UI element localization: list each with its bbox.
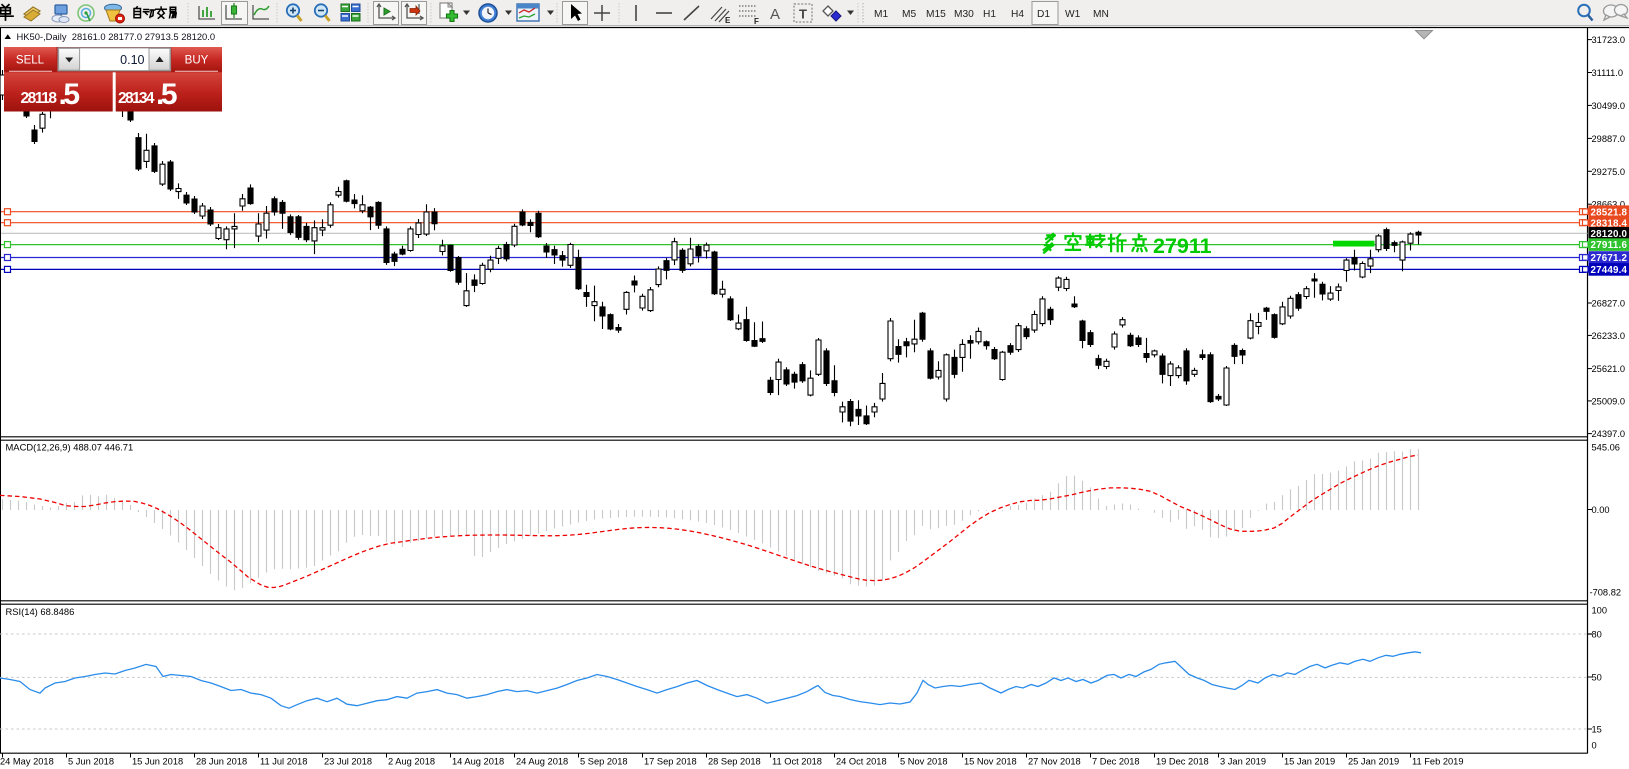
svg-text:MACD(12,26,9) 488.07 446.71: MACD(12,26,9) 488.07 446.71 (6, 442, 134, 453)
svg-text:19 Dec 2018: 19 Dec 2018 (1156, 757, 1209, 767)
svg-text:25621.0: 25621.0 (1592, 364, 1626, 374)
svg-text:27671.2: 27671.2 (1591, 253, 1628, 264)
svg-text:27 Nov 2018: 27 Nov 2018 (1028, 757, 1081, 767)
svg-text:0.10: 0.10 (120, 53, 144, 67)
svg-text:HK50-,Daily 28161.0 28177.0 2: HK50-,Daily 28161.0 28177.0 27913.5 2812… (17, 31, 216, 42)
svg-text:H1: H1 (983, 9, 996, 20)
svg-text:11 Feb 2019: 11 Feb 2019 (1412, 757, 1464, 767)
svg-text:28134: 28134 (118, 90, 155, 107)
svg-text:27911: 27911 (1153, 234, 1212, 258)
svg-text:28521.8: 28521.8 (1591, 207, 1628, 218)
svg-text:31723.0: 31723.0 (1592, 35, 1626, 45)
svg-text:31111.0: 31111.0 (1592, 68, 1624, 78)
svg-text:0: 0 (1592, 741, 1597, 751)
svg-text:28120.0: 28120.0 (1591, 229, 1628, 240)
svg-text:A: A (770, 6, 780, 23)
svg-text:15 Jun 2018: 15 Jun 2018 (132, 757, 183, 767)
svg-text:0.00: 0.00 (1592, 505, 1610, 515)
svg-text:26233.0: 26233.0 (1592, 331, 1626, 341)
svg-text:28318.4: 28318.4 (1591, 218, 1628, 229)
svg-text:545.06: 545.06 (1592, 443, 1620, 453)
svg-text:28118: 28118 (21, 90, 58, 107)
svg-text:M1: M1 (874, 9, 888, 20)
svg-text:H4: H4 (1011, 9, 1024, 20)
svg-text:25009.0: 25009.0 (1592, 396, 1626, 406)
svg-text:5 Nov 2018: 5 Nov 2018 (900, 757, 948, 767)
svg-text:.5: .5 (59, 78, 81, 111)
svg-text:M5: M5 (902, 9, 916, 20)
svg-text:100: 100 (1592, 606, 1608, 616)
svg-text:BUY: BUY (185, 55, 209, 67)
svg-text:15 Nov 2018: 15 Nov 2018 (964, 757, 1017, 767)
svg-text:80: 80 (1592, 630, 1602, 640)
svg-text:29887.0: 29887.0 (1592, 134, 1626, 144)
svg-text:T: T (799, 7, 807, 22)
svg-text:50: 50 (1592, 673, 1602, 683)
svg-text:2 Aug 2018: 2 Aug 2018 (388, 757, 435, 767)
svg-text:D1: D1 (1037, 9, 1050, 20)
svg-text:14 Aug 2018: 14 Aug 2018 (452, 757, 504, 767)
svg-text:15 Jan 2019: 15 Jan 2019 (1284, 757, 1335, 767)
svg-text:28 Jun 2018: 28 Jun 2018 (196, 757, 247, 767)
svg-text:24 Aug 2018: 24 Aug 2018 (516, 757, 568, 767)
svg-text:30499.0: 30499.0 (1592, 101, 1626, 111)
svg-text:SELL: SELL (16, 55, 45, 67)
svg-text:.5: .5 (156, 78, 178, 111)
svg-text:24 Oct 2018: 24 Oct 2018 (836, 757, 887, 767)
svg-text:25 Jan 2019: 25 Jan 2019 (1348, 757, 1399, 767)
svg-text:5 Jun 2018: 5 Jun 2018 (68, 757, 114, 767)
svg-text:W1: W1 (1065, 9, 1081, 20)
svg-text:-708.82: -708.82 (1590, 588, 1622, 598)
svg-text:28663.0: 28663.0 (1592, 200, 1626, 210)
svg-text:23 Jul 2018: 23 Jul 2018 (324, 757, 372, 767)
svg-text:F: F (754, 17, 759, 26)
svg-text:17 Sep 2018: 17 Sep 2018 (644, 757, 697, 767)
svg-text:24 May 2018: 24 May 2018 (0, 757, 54, 767)
svg-text:M15: M15 (926, 9, 946, 20)
svg-text:15: 15 (1592, 725, 1602, 735)
svg-text:27911.6: 27911.6 (1591, 240, 1628, 251)
svg-text:28 Sep 2018: 28 Sep 2018 (708, 757, 761, 767)
svg-text:5 Sep 2018: 5 Sep 2018 (580, 757, 628, 767)
svg-text:RSI(14) 68.8486: RSI(14) 68.8486 (6, 606, 75, 617)
svg-text:MN: MN (1093, 9, 1109, 20)
svg-text:M30: M30 (954, 9, 974, 20)
svg-text:27449.4: 27449.4 (1591, 265, 1628, 276)
svg-text:11 Jul 2018: 11 Jul 2018 (260, 757, 307, 767)
svg-text:E: E (725, 16, 731, 25)
svg-text:26827.0: 26827.0 (1592, 299, 1626, 309)
svg-text:11 Oct 2018: 11 Oct 2018 (772, 757, 822, 767)
svg-text:29275.0: 29275.0 (1592, 167, 1626, 177)
svg-text:7 Dec 2018: 7 Dec 2018 (1092, 757, 1140, 767)
svg-text:24397.0: 24397.0 (1592, 429, 1626, 439)
svg-text:3 Jan 2019: 3 Jan 2019 (1220, 757, 1266, 767)
